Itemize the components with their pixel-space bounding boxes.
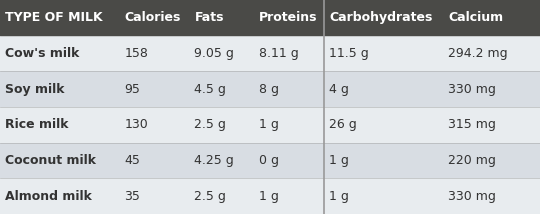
Bar [0,0,540,36]
Text: 4 g: 4 g [329,83,349,96]
Text: Cow's milk: Cow's milk [5,47,80,60]
Text: 1 g: 1 g [329,190,349,203]
Text: 95: 95 [124,83,140,96]
Text: 1 g: 1 g [329,154,349,167]
Text: TYPE OF MILK: TYPE OF MILK [5,11,103,24]
Text: 11.5 g: 11.5 g [329,47,369,60]
Text: 2.5 g: 2.5 g [194,118,226,131]
Text: Calories: Calories [124,11,180,24]
Text: Calcium: Calcium [448,11,503,24]
Text: 8.11 g: 8.11 g [259,47,299,60]
Text: Coconut milk: Coconut milk [5,154,97,167]
Bar [0,178,540,214]
Text: Rice milk: Rice milk [5,118,69,131]
Text: 330 mg: 330 mg [448,83,496,96]
Text: 294.2 mg: 294.2 mg [448,47,508,60]
Text: 45: 45 [124,154,140,167]
Text: 220 mg: 220 mg [448,154,496,167]
Text: 2.5 g: 2.5 g [194,190,226,203]
Text: Carbohydrates: Carbohydrates [329,11,433,24]
Bar [0,71,540,107]
Text: 4.5 g: 4.5 g [194,83,226,96]
Text: 130: 130 [124,118,148,131]
Text: Soy milk: Soy milk [5,83,65,96]
Text: 35: 35 [124,190,140,203]
Text: 9.05 g: 9.05 g [194,47,234,60]
Text: Fats: Fats [194,11,224,24]
Text: Almond milk: Almond milk [5,190,92,203]
Text: 4.25 g: 4.25 g [194,154,234,167]
Text: 330 mg: 330 mg [448,190,496,203]
Text: 1 g: 1 g [259,118,279,131]
Text: 315 mg: 315 mg [448,118,496,131]
Text: 1 g: 1 g [259,190,279,203]
Bar [0,143,540,178]
Text: 0 g: 0 g [259,154,279,167]
Text: 26 g: 26 g [329,118,357,131]
Text: 158: 158 [124,47,148,60]
Text: Proteins: Proteins [259,11,318,24]
Bar [0,107,540,143]
Text: 8 g: 8 g [259,83,279,96]
Bar [0,36,540,71]
